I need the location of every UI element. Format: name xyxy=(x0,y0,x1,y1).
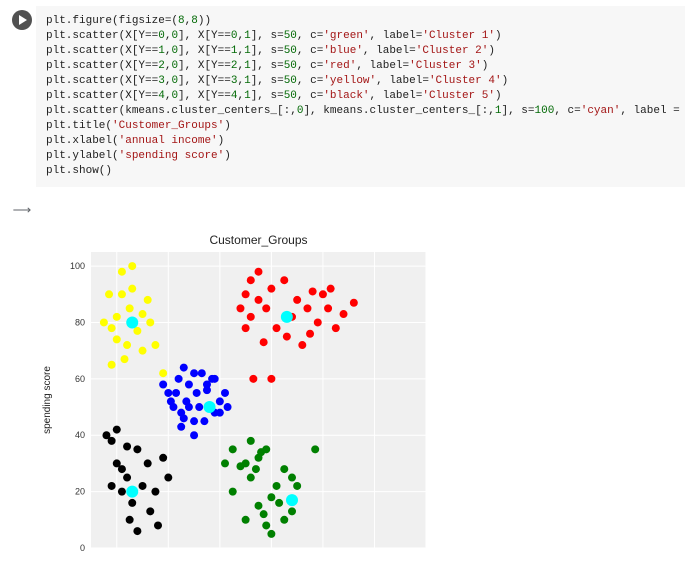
code-line: plt.figure(figsize=(8,8)) xyxy=(46,14,685,29)
scatter-chart: 0 20 40 60 80 100 Customer_Groups spending scor… xyxy=(36,230,436,570)
code-line: plt.show() xyxy=(46,164,685,179)
code-line: plt.scatter(X[Y==4,0], X[Y==4,1], s=50, … xyxy=(46,89,685,104)
svg-text:40: 40 xyxy=(75,430,85,440)
code-cell: plt.figure(figsize=(8,8))plt.scatter(X[Y… xyxy=(0,0,685,193)
code-editor[interactable]: plt.figure(figsize=(8,8))plt.scatter(X[Y… xyxy=(36,6,685,187)
cell-output: 0 20 40 60 80 100 Customer_Groups spending scor… xyxy=(0,224,685,576)
svg-text:20: 20 xyxy=(75,487,85,497)
svg-text:100: 100 xyxy=(70,261,85,271)
svg-text:Customer_Groups: Customer_Groups xyxy=(209,233,307,247)
svg-text:0: 0 xyxy=(80,543,85,553)
output-icon: ⟶ xyxy=(13,203,32,218)
run-button[interactable] xyxy=(12,10,32,30)
output-gutter: ⟶ xyxy=(8,199,36,218)
code-line: plt.scatter(X[Y==3,0], X[Y==3,1], s=50, … xyxy=(46,74,685,89)
code-line: plt.ylabel('spending score') xyxy=(46,149,685,164)
code-line: plt.xlabel('annual income') xyxy=(46,134,685,149)
cell-gutter xyxy=(8,6,36,30)
svg-text:60: 60 xyxy=(75,374,85,384)
code-line: plt.scatter(X[Y==2,0], X[Y==2,1], s=50, … xyxy=(46,59,685,74)
code-line: plt.title('Customer_Groups') xyxy=(46,119,685,134)
play-icon xyxy=(19,15,27,25)
output-cell-header: ⟶ xyxy=(0,193,685,224)
svg-text:80: 80 xyxy=(75,317,85,327)
code-line: plt.scatter(kmeans.cluster_centers_[:,0]… xyxy=(46,104,685,119)
svg-text:spending score: spending score xyxy=(42,366,53,434)
code-line: plt.scatter(X[Y==0,0], X[Y==0,1], s=50, … xyxy=(46,29,685,44)
code-line: plt.scatter(X[Y==1,0], X[Y==1,1], s=50, … xyxy=(46,44,685,59)
